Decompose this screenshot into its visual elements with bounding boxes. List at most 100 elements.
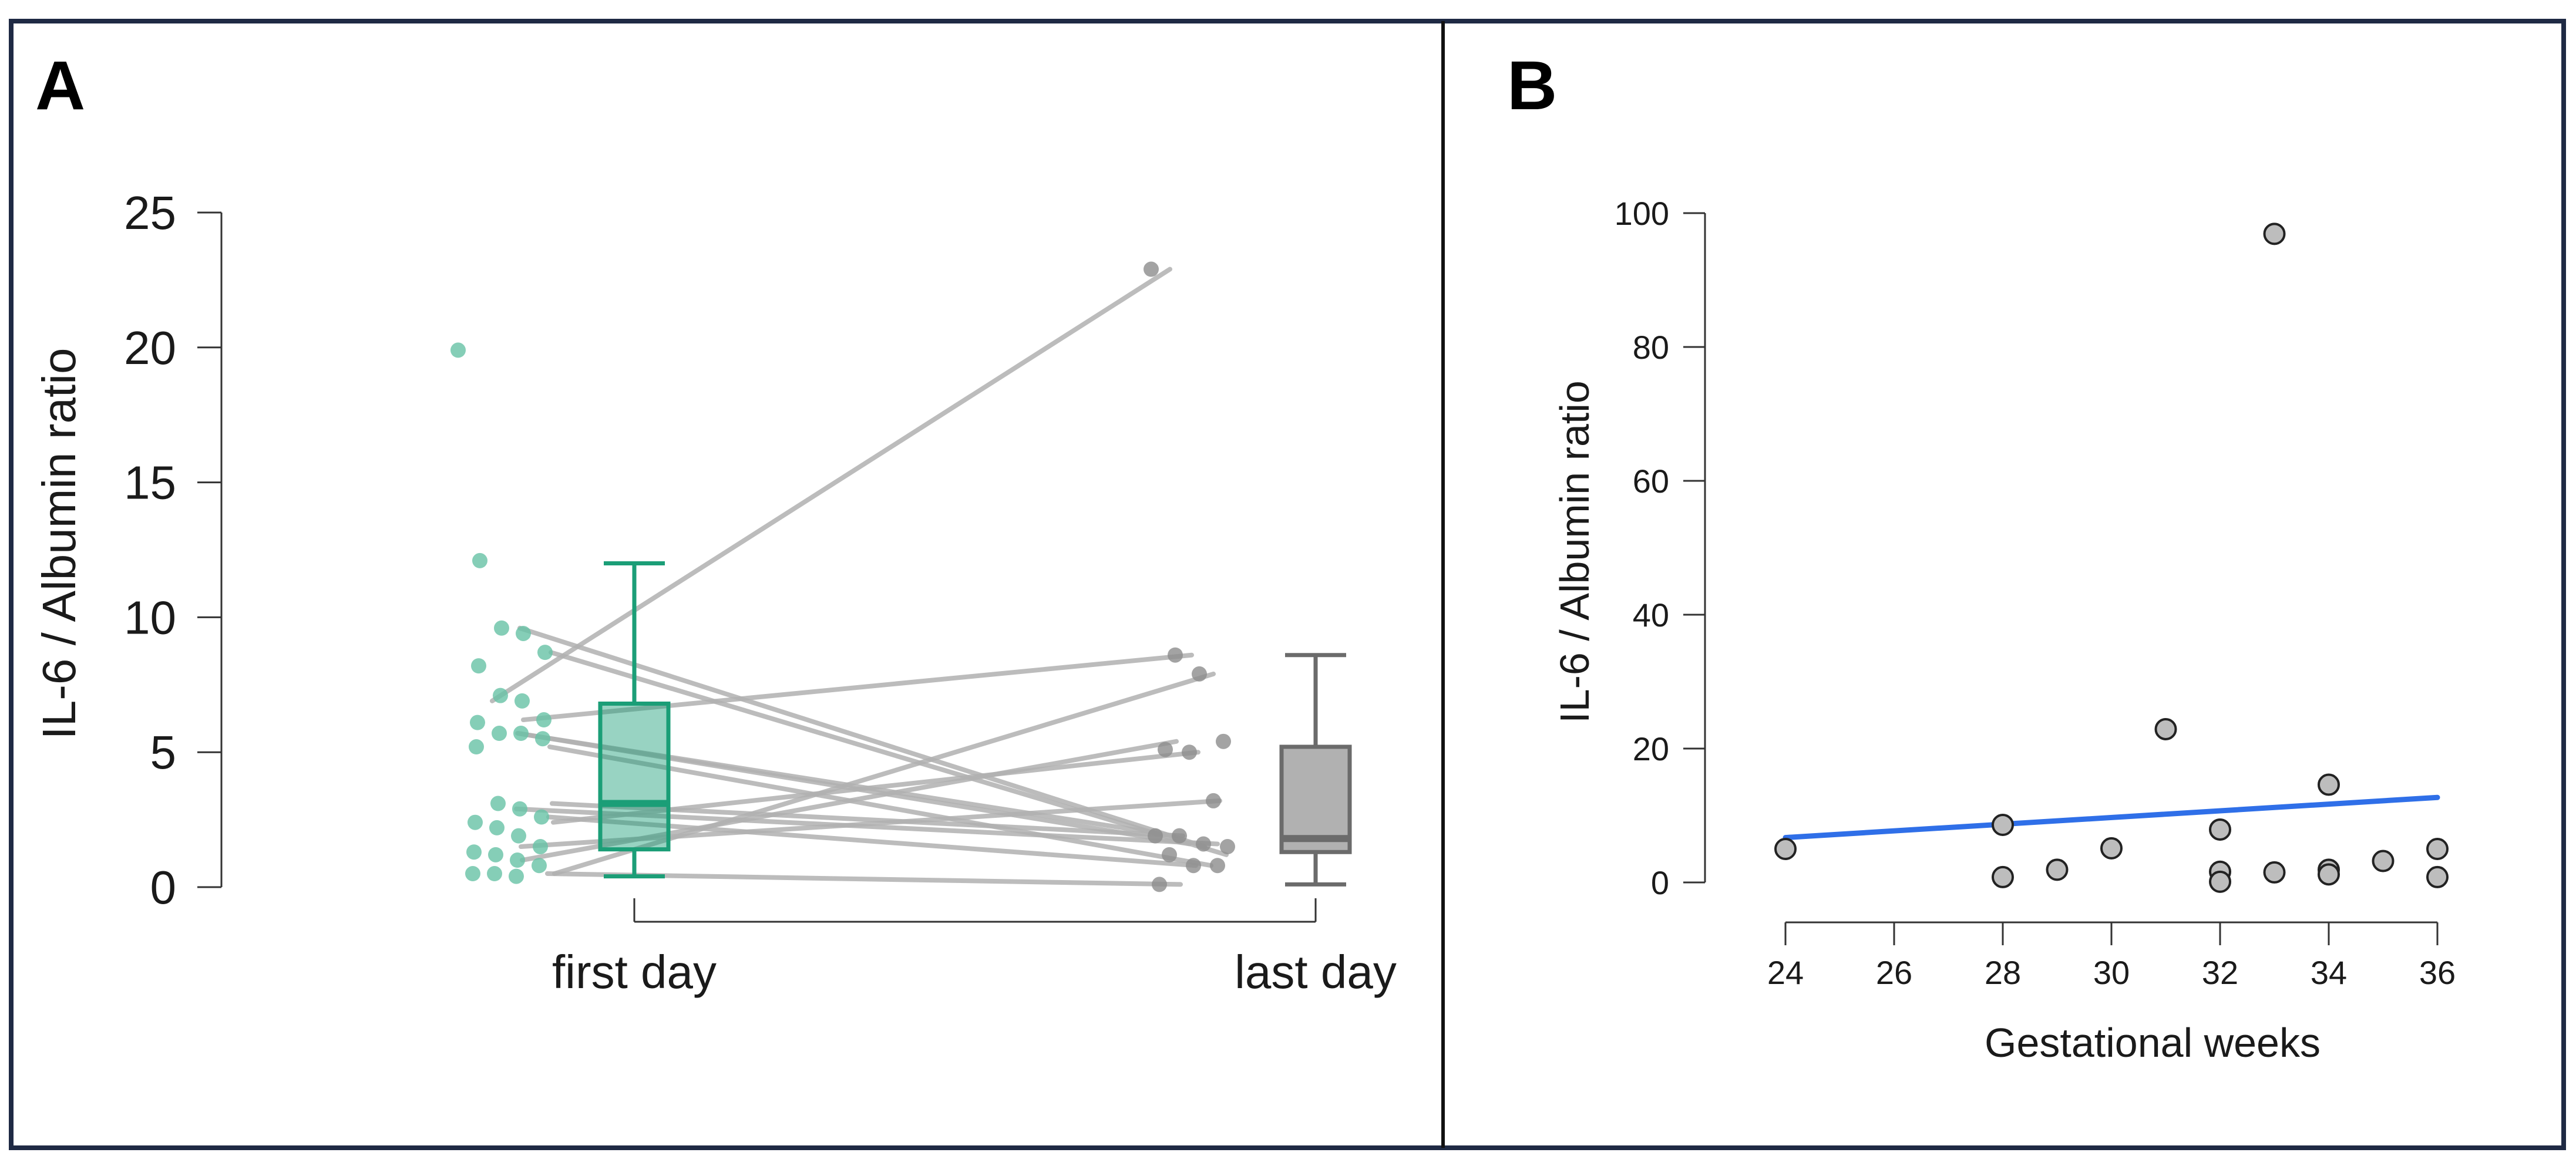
panel-b-x-tick-label: 36 bbox=[2419, 954, 2456, 991]
last-day-point bbox=[1144, 261, 1159, 277]
first-day-point bbox=[537, 645, 553, 660]
scatter-point bbox=[2318, 863, 2340, 886]
panel-b-letter: B bbox=[1507, 47, 1557, 124]
first-day-point bbox=[532, 858, 547, 874]
panel-a-pair-lines bbox=[490, 267, 1229, 887]
panel-a-letter: A bbox=[35, 47, 85, 124]
first-day-point bbox=[511, 828, 526, 844]
scatter-point bbox=[1992, 813, 2014, 836]
first-day-point bbox=[493, 688, 508, 703]
panel-a-pair-line bbox=[521, 652, 1194, 723]
first-day-point bbox=[468, 814, 483, 830]
panel-b-y-tick-label: 60 bbox=[1633, 463, 1669, 500]
panel-a-boxes bbox=[598, 561, 1352, 887]
last-day-point bbox=[1162, 847, 1177, 862]
panel-a-y-tick-label: 5 bbox=[150, 726, 177, 779]
scatter-point bbox=[2426, 838, 2449, 860]
panel-a-pair-line bbox=[550, 801, 1185, 838]
panel-a-y-tick-label: 15 bbox=[124, 457, 176, 509]
panel-b-x-tick-label: 24 bbox=[1767, 954, 1804, 991]
panel-b-fit-line bbox=[1783, 794, 2440, 841]
panel-a-pair-line bbox=[515, 731, 1176, 838]
panel-a-pair-line bbox=[514, 806, 1220, 847]
panel-b-x-tick-label: 28 bbox=[1985, 954, 2021, 991]
scatter-point bbox=[2100, 837, 2123, 860]
first-day-point bbox=[512, 801, 527, 817]
scatter-point bbox=[2263, 861, 2286, 884]
first-day-point bbox=[535, 731, 550, 747]
panel-a-x-tick-label: first day bbox=[552, 946, 717, 998]
panel-a-y-tick-label: 0 bbox=[150, 861, 177, 914]
panel-a-pair-line bbox=[552, 671, 1216, 877]
panel-a-pair-line bbox=[519, 798, 1222, 850]
first-day-point bbox=[465, 866, 480, 882]
panel-a-y-ticks: 0 5 10 15 20 25 bbox=[124, 187, 221, 914]
panel-b-y-tick-label: 80 bbox=[1633, 329, 1669, 366]
panel-a-y-tick-label: 10 bbox=[124, 591, 176, 643]
last-day-point bbox=[1186, 858, 1201, 874]
panel-a-y-tick-label: 25 bbox=[124, 187, 176, 239]
scatter-point bbox=[2209, 818, 2231, 841]
scatter-point bbox=[1774, 838, 1797, 860]
panel-b-x-tick-label: 32 bbox=[2202, 954, 2238, 991]
panel-a-x-tick-label: last day bbox=[1235, 946, 1397, 998]
panel-b-y-tick-label: 0 bbox=[1651, 864, 1669, 901]
last-day-point bbox=[1206, 793, 1221, 808]
panel-a-y-axis-label: IL-6 / Albumin ratio bbox=[33, 348, 85, 740]
panel-b: B IL-6 / Albumin ratio 0 20 40 60 80 100 24 26… bbox=[1507, 47, 2456, 1066]
scatter-point bbox=[2426, 865, 2449, 888]
first-day-point bbox=[536, 712, 551, 728]
panel-b-x-axis-label: Gestational weeks bbox=[1985, 1020, 2321, 1066]
panel-b-y-tick-label: 20 bbox=[1633, 730, 1669, 767]
last-day-point bbox=[1210, 858, 1225, 874]
last-day-point bbox=[1216, 733, 1231, 749]
last-day-point bbox=[1152, 877, 1167, 892]
last-day-point bbox=[1172, 828, 1187, 844]
first-day-point bbox=[533, 839, 548, 855]
scatter-point bbox=[2209, 870, 2231, 893]
first-day-point bbox=[471, 658, 486, 674]
last-day-point bbox=[1148, 828, 1163, 844]
last-day-point bbox=[1196, 836, 1211, 852]
panel-a-pair-line bbox=[549, 650, 1229, 857]
first-day-point bbox=[513, 726, 529, 742]
first-day-point bbox=[494, 620, 509, 636]
scatter-point bbox=[2154, 717, 2177, 740]
scatter-point bbox=[2263, 223, 2286, 245]
panel-a-pair-line bbox=[546, 814, 1198, 868]
box-iqr bbox=[598, 701, 671, 852]
panel-b-points bbox=[1774, 223, 2449, 893]
last-day-point bbox=[1220, 839, 1235, 855]
first-day-point bbox=[489, 820, 505, 835]
first-day-point bbox=[472, 552, 487, 568]
first-day-point bbox=[450, 342, 466, 358]
scatter-point bbox=[1992, 865, 2014, 888]
first-day-point bbox=[514, 693, 530, 709]
figure-frame bbox=[9, 19, 2566, 1150]
first-day-point bbox=[534, 809, 549, 825]
box-iqr bbox=[1279, 744, 1352, 854]
panel-a: A IL-6 / Albumin ratio 0 5 10 15 20 25 first … bbox=[33, 47, 1397, 998]
first-day-point bbox=[469, 739, 484, 755]
panel-b-x-tick-label: 34 bbox=[2311, 954, 2347, 991]
panel-b-y-tick-label: 100 bbox=[1615, 195, 1669, 232]
panel-a-y-tick-label: 20 bbox=[124, 322, 176, 374]
first-day-point bbox=[509, 868, 524, 884]
scatter-point bbox=[2046, 858, 2069, 881]
first-day-point bbox=[492, 726, 507, 742]
panel-a-x-ticks: first day last day bbox=[552, 898, 1397, 998]
last-day-point bbox=[1158, 742, 1173, 757]
panel-b-y-tick-label: 40 bbox=[1633, 597, 1669, 633]
first-day-point bbox=[487, 866, 502, 882]
scatter-point bbox=[2372, 850, 2395, 872]
first-day-point bbox=[510, 852, 525, 868]
panel-a-pair-line bbox=[547, 744, 1213, 868]
panel-b-x-ticks: 24 26 28 30 32 34 36 bbox=[1767, 922, 2456, 991]
scatter-point bbox=[2318, 773, 2340, 796]
last-day-point bbox=[1168, 647, 1183, 663]
panel-b-x-tick-label: 26 bbox=[1876, 954, 1912, 991]
first-day-point bbox=[516, 625, 531, 641]
first-day-point bbox=[470, 715, 485, 730]
panel-a-pair-line bbox=[490, 267, 1172, 703]
